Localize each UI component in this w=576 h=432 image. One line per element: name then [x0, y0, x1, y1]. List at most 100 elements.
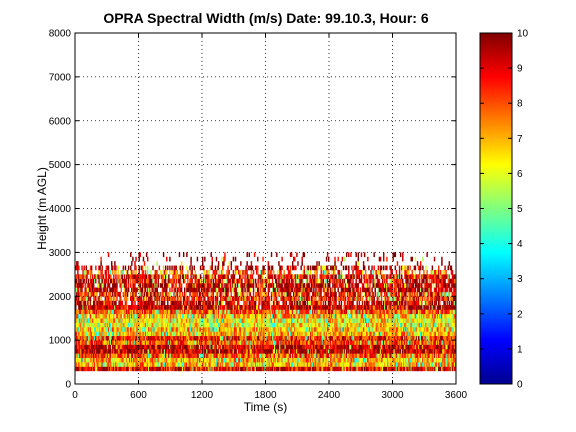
heatmap-cell [436, 357, 439, 363]
heatmap-cell [388, 309, 390, 315]
heatmap-cell [215, 357, 218, 363]
heatmap-cell [168, 348, 170, 354]
heatmap-cell [118, 309, 120, 315]
heatmap-cell [359, 322, 362, 328]
heatmap-cell [348, 326, 350, 332]
heatmap-cell [155, 366, 157, 372]
heatmap-cell [404, 309, 406, 315]
heatmap-cell [315, 326, 317, 332]
heatmap-cell [318, 326, 320, 332]
heatmap-cell [247, 326, 249, 332]
heatmap-cell [163, 357, 166, 363]
heatmap-cell [440, 348, 442, 354]
heatmap-cell [184, 366, 186, 372]
heatmap-cell [269, 362, 272, 367]
heatmap-cell [319, 322, 321, 328]
heatmap-cell [393, 340, 396, 345]
heatmap-cell [334, 331, 336, 337]
heatmap-cell [258, 313, 260, 319]
heatmap-cell [109, 340, 112, 345]
heatmap-cell [136, 344, 138, 350]
heatmap-cell [320, 357, 322, 363]
heatmap-cell [452, 335, 455, 341]
heatmap-cell [222, 357, 224, 363]
heatmap-cell [239, 348, 241, 354]
heatmap-cell [424, 309, 426, 315]
heatmap-cell [244, 309, 246, 315]
heatmap-cell [218, 353, 221, 358]
heatmap-cell [281, 331, 283, 337]
heatmap-cell [158, 353, 161, 358]
heatmap-cell [404, 331, 406, 337]
heatmap-cell [149, 348, 151, 354]
heatmap-cell [279, 362, 281, 367]
heatmap-cell [359, 309, 362, 315]
heatmap-cell [323, 322, 326, 328]
heatmap-cell [121, 318, 124, 323]
heatmap-cell [432, 344, 435, 350]
heatmap-cell [148, 344, 150, 350]
heatmap-cell [306, 366, 309, 372]
heatmap-cell [121, 322, 124, 328]
heatmap-cell [370, 366, 372, 372]
heatmap-cell [80, 335, 82, 341]
heatmap-cell [192, 331, 194, 337]
heatmap-cell [302, 331, 304, 337]
heatmap-cell [75, 344, 77, 350]
heatmap-cell [82, 348, 84, 354]
heatmap-cell [169, 318, 171, 323]
heatmap-cell [339, 362, 342, 367]
heatmap-cell [206, 340, 208, 345]
heatmap-cell [376, 322, 379, 328]
heatmap-cell [114, 340, 116, 345]
heatmap-cell [338, 340, 340, 345]
heatmap-cell [140, 322, 143, 328]
heatmap-cell [102, 357, 104, 363]
heatmap-cell [116, 357, 118, 363]
heatmap-cell [339, 340, 342, 345]
heatmap-cell [173, 340, 175, 345]
heatmap-cell [351, 362, 353, 367]
heatmap-cell [200, 309, 203, 315]
heatmap-cell [307, 313, 310, 319]
heatmap-cell [199, 362, 202, 367]
heatmap-cell [84, 357, 86, 363]
heatmap-cell [158, 309, 161, 315]
heatmap-cell [135, 344, 137, 350]
heatmap-cell [303, 331, 306, 337]
heatmap-cell [308, 331, 311, 337]
heatmap-cell [322, 357, 325, 363]
heatmap-cell [344, 366, 347, 372]
heatmap-cell [385, 344, 387, 350]
heatmap-cell [443, 326, 445, 332]
heatmap-cell [442, 348, 444, 354]
heatmap-cell [241, 348, 243, 354]
heatmap-cell [321, 366, 324, 372]
heatmap-cell [149, 353, 151, 358]
heatmap-cell [252, 344, 255, 350]
heatmap-cell [212, 318, 215, 323]
heatmap-cell [375, 362, 378, 367]
heatmap-cell [279, 353, 281, 358]
heatmap-cell [431, 335, 434, 341]
heatmap-cell [312, 313, 314, 319]
heatmap-cell [237, 335, 240, 341]
heatmap-cell [264, 309, 266, 315]
heatmap-cell [304, 366, 307, 372]
heatmap-cell [357, 357, 360, 363]
heatmap-cell [76, 340, 78, 345]
heatmap-cell [293, 326, 295, 332]
heatmap-cell [326, 362, 329, 367]
heatmap-cell [291, 313, 294, 319]
heatmap-cell [78, 340, 80, 345]
heatmap-cell [426, 366, 428, 372]
heatmap-cell [118, 326, 120, 332]
heatmap-cell [294, 318, 296, 323]
heatmap-cell [169, 362, 171, 367]
heatmap-cell [421, 348, 423, 354]
heatmap-cell [273, 326, 276, 332]
heatmap-cell [161, 362, 164, 367]
heatmap-cell [393, 357, 396, 363]
heatmap-cell [284, 357, 287, 363]
heatmap-cell [315, 322, 317, 328]
